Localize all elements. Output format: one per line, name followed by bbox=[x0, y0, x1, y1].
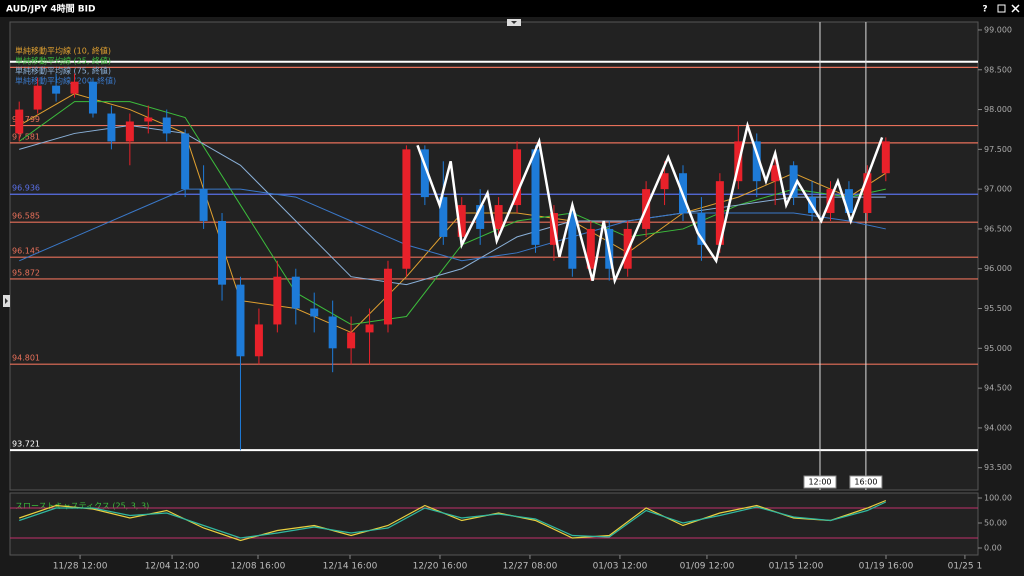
candle-body bbox=[365, 324, 374, 333]
legend-entry: 単純移動平均線 (25, 終値) bbox=[15, 56, 111, 66]
y-tick-label: 95.500 bbox=[984, 304, 1012, 313]
candle-body bbox=[107, 113, 116, 142]
x-tick-label: 12/20 16:00 bbox=[413, 562, 468, 572]
stochastic-line bbox=[19, 499, 887, 542]
candle-body bbox=[70, 81, 79, 94]
candle-body bbox=[199, 189, 208, 221]
candle-body bbox=[383, 268, 392, 325]
y-tick-label: 98.500 bbox=[984, 65, 1012, 74]
legend-entry: 単純移動平均線 (200, 終値) bbox=[15, 76, 116, 86]
osc-y-tick-label: 100.00 bbox=[984, 494, 1012, 503]
level-label: 97.799 bbox=[12, 115, 40, 124]
level-label: 96.145 bbox=[12, 247, 40, 256]
side-arrow bbox=[5, 298, 8, 304]
y-tick-label: 96.500 bbox=[984, 224, 1012, 233]
time-marker-box bbox=[849, 475, 883, 489]
candle-body bbox=[88, 81, 97, 114]
candle-body bbox=[568, 213, 577, 269]
y-tick-label: 96.000 bbox=[984, 264, 1012, 273]
y-tick-label: 94.000 bbox=[984, 423, 1012, 432]
x-tick-label: 12/14 16:00 bbox=[323, 562, 378, 572]
candle-body bbox=[513, 149, 522, 206]
candle-body bbox=[660, 173, 669, 190]
collapse-arrow bbox=[511, 21, 517, 24]
time-marker-box bbox=[803, 475, 837, 489]
restore-button[interactable] bbox=[997, 4, 1006, 13]
candle-body bbox=[586, 228, 595, 269]
candle-body bbox=[476, 205, 485, 229]
candle-body bbox=[254, 324, 263, 357]
osc-y-tick-label: 0.00 bbox=[984, 544, 1002, 553]
candle-body bbox=[52, 85, 61, 94]
candle-body bbox=[291, 276, 300, 309]
level-label: 95.872 bbox=[12, 268, 40, 277]
osc-y-tick-label: 50.00 bbox=[984, 519, 1007, 528]
x-tick-label: 12/04 12:00 bbox=[145, 562, 200, 572]
window-title: AUD/JPY 4時間 BID bbox=[6, 3, 95, 15]
candle-body bbox=[236, 284, 245, 357]
legend-entry: 単純移動平均線 (10, 終値) bbox=[15, 46, 111, 56]
y-tick-label: 98.000 bbox=[984, 105, 1012, 114]
moving-average bbox=[19, 188, 886, 262]
x-tick-label: 01/03 12:00 bbox=[593, 562, 648, 572]
candle-body bbox=[402, 149, 411, 269]
candle-body bbox=[715, 181, 724, 245]
y-tick-label: 97.500 bbox=[984, 145, 1012, 154]
x-tick-label: 01/15 12:00 bbox=[769, 562, 824, 572]
x-tick-label: 12/08 16:00 bbox=[231, 562, 286, 572]
candle-body bbox=[33, 85, 42, 110]
candle-body bbox=[15, 109, 24, 134]
candle-body bbox=[844, 189, 853, 214]
oscillator-panel bbox=[9, 492, 979, 556]
candle-body bbox=[439, 197, 448, 237]
candle-body bbox=[789, 165, 798, 198]
time-marker-label: 12:00 bbox=[808, 478, 831, 487]
x-tick-label: 01/25 1 bbox=[948, 562, 983, 572]
candle-body bbox=[144, 117, 153, 122]
y-tick-label: 97.000 bbox=[984, 185, 1012, 194]
oscillator-title: スローストキャスティクス (25, 3, 3) bbox=[15, 502, 149, 511]
candle-body bbox=[531, 149, 540, 245]
y-tick-label: 95.000 bbox=[984, 344, 1012, 353]
candle-body bbox=[328, 316, 337, 349]
candle-body bbox=[162, 117, 171, 134]
close-button[interactable] bbox=[1011, 4, 1020, 13]
x-tick-label: 01/09 12:00 bbox=[680, 562, 735, 572]
candle-body bbox=[752, 141, 761, 182]
candle-body bbox=[863, 173, 872, 214]
zigzag-line bbox=[416, 120, 884, 285]
candle-body bbox=[181, 133, 190, 190]
x-tick-label: 01/19 16:00 bbox=[859, 562, 914, 572]
candle-body bbox=[273, 276, 282, 325]
stochastic-line bbox=[19, 501, 887, 539]
candle-body bbox=[347, 332, 356, 349]
legend-entry: 単純移動平均線 (75, 終値) bbox=[15, 66, 111, 76]
level-label: 94.801 bbox=[12, 354, 40, 363]
y-tick-label: 94.500 bbox=[984, 384, 1012, 393]
candle-body bbox=[697, 213, 706, 245]
y-tick-label: 99.000 bbox=[984, 25, 1012, 34]
candle-body bbox=[881, 141, 890, 174]
help-button[interactable]: ? bbox=[982, 5, 987, 15]
candle-body bbox=[125, 121, 134, 142]
x-tick-label: 11/28 12:00 bbox=[53, 562, 108, 572]
candle-body bbox=[420, 149, 429, 198]
title-bar bbox=[0, 0, 1024, 17]
candle-body bbox=[771, 165, 780, 182]
candle-body bbox=[494, 205, 503, 229]
y-tick-label: 93.500 bbox=[984, 463, 1012, 472]
x-tick-label: 12/27 08:00 bbox=[503, 562, 558, 572]
level-label: 96.585 bbox=[12, 212, 40, 221]
plot-layer: 93.500 94.000 94.500 95.000 95.500 96.000 96.5… bbox=[10, 22, 1012, 572]
candle-body bbox=[218, 220, 227, 285]
level-label: 96.936 bbox=[12, 184, 40, 193]
time-marker-label: 16:00 bbox=[854, 478, 877, 487]
candle-body bbox=[310, 308, 319, 317]
level-label: 93.721 bbox=[12, 440, 40, 449]
candle-body bbox=[457, 205, 466, 237]
